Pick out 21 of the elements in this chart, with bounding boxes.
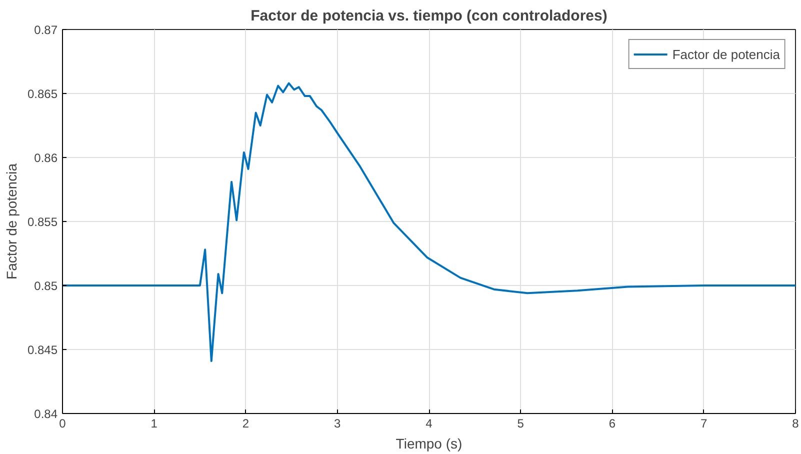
- x-tick-label: 1: [150, 416, 158, 430]
- x-tick-label: 2: [242, 416, 250, 430]
- chart-title: Factor de potencia vs. tiempo (con controladores): [250, 8, 608, 24]
- y-tick-label: 0.85: [34, 279, 58, 293]
- x-tick-label: 4: [426, 416, 433, 430]
- y-tick-label: 0.86: [34, 151, 58, 165]
- y-tick-label: 0.845: [27, 343, 58, 357]
- line-series: [62, 82, 796, 362]
- x-tick-label: 5: [517, 416, 524, 430]
- legend-label: Factor de potencia: [672, 46, 780, 62]
- x-tick-label: 7: [700, 416, 708, 430]
- x-axis-title: Tiempo (s): [396, 436, 462, 452]
- x-tick-label: 6: [608, 416, 616, 430]
- y-tick-label: 0.855: [27, 215, 58, 229]
- y-tick-label: 0.84: [34, 407, 58, 421]
- y-tick-label: 0.865: [27, 87, 58, 101]
- x-tick-label: 0: [59, 416, 66, 430]
- y-tick-label: 0.87: [34, 23, 58, 37]
- x-tick-label: 3: [334, 416, 342, 430]
- x-tick-label: 8: [792, 416, 800, 430]
- y-axis-title: Factor de potencia: [3, 163, 20, 280]
